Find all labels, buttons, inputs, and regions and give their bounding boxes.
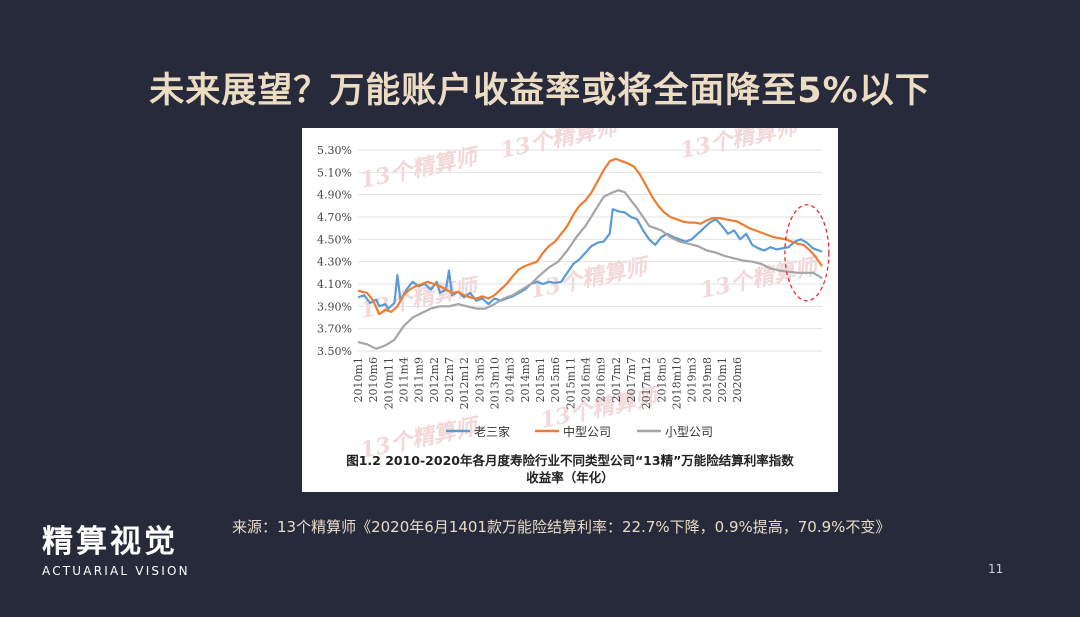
x-tick-label: 2019m8: [701, 357, 714, 402]
x-tick-label: 2012m12: [458, 357, 471, 409]
highlight-ellipse: [784, 204, 830, 302]
logo-en: ACTUARIAL VISION: [42, 564, 190, 578]
x-tick-label: 2018m10: [670, 357, 683, 409]
slide-title: 未来展望？万能账户收益率或将全面降至5%以下: [149, 71, 931, 111]
x-tick-label: 2012m2: [428, 357, 441, 402]
x-tick-label: 2017m7: [625, 357, 638, 402]
chart-card: 13个精算师 13个精算师 13个精算师 13个精算师 13个精算师 13个精算师 13个精…: [302, 128, 838, 492]
x-tick-label: 2013m5: [473, 357, 486, 402]
x-tick-label: 2015m11: [564, 357, 577, 409]
y-tick-label: 5.10%: [317, 166, 352, 179]
y-tick-label: 4.10%: [317, 278, 352, 291]
watermark-1: 13个精算师: [498, 128, 623, 164]
x-tick-label: 2016m9: [595, 357, 608, 402]
source-note: 来源：13个精算师《2020年6月1401款万能险结算利率：22.7%下降，0.…: [232, 518, 891, 536]
x-tick-label: 2014m3: [504, 357, 517, 402]
page-number: 11: [988, 562, 1004, 576]
x-tick-label: 2017m2: [610, 357, 623, 402]
watermark-2: 13个精算师: [678, 128, 803, 164]
x-tick-label: 2017m12: [640, 357, 653, 409]
x-tick-label: 2020m1: [716, 357, 729, 402]
x-tick-label: 2011m9: [413, 357, 426, 402]
y-tick-label: 3.50%: [317, 345, 352, 358]
x-tick-label: 2020m6: [731, 357, 744, 402]
chart-caption-line2: 收益率（年化）: [526, 470, 614, 485]
series-line-1: [357, 208, 823, 310]
y-tick-label: 4.30%: [317, 256, 352, 269]
legend-label: 老三家: [474, 424, 510, 439]
y-tick-label: 3.70%: [317, 323, 352, 336]
x-tick-label: 2015m6: [549, 357, 562, 402]
x-tick-label: 2012m7: [443, 357, 456, 402]
x-tick-label: 2016m4: [579, 357, 592, 402]
logo-cn: 精算视觉: [42, 524, 178, 560]
x-tick-label: 2019m3: [686, 357, 699, 402]
series-line-2: [357, 157, 823, 316]
x-tick-label: 2010m11: [382, 357, 395, 409]
y-tick-label: 3.90%: [317, 300, 352, 313]
x-tick-label: 2018m5: [655, 357, 668, 402]
y-tick-label: 5.30%: [317, 144, 352, 157]
logo: 精算视觉 ACTUARIAL VISION: [42, 524, 212, 578]
chart-caption-line1: 图1.2 2010-2020年各月度寿险行业不同类型公司“13精”万能险结算利率…: [346, 453, 794, 468]
x-tick-label: 2010m1: [352, 357, 365, 402]
x-tick-label: 2011m4: [397, 357, 410, 402]
legend-label: 小型公司: [665, 425, 713, 439]
x-tick-label: 2015m1: [534, 357, 547, 402]
watermark-0: 13个精算师: [358, 143, 483, 194]
series-line-3: [357, 189, 823, 350]
x-tick-label: 2013m10: [488, 357, 501, 409]
x-tick-label: 2010m6: [367, 357, 380, 402]
watermark-4: 13个精算师: [528, 253, 653, 304]
y-tick-label: 4.70%: [317, 211, 352, 224]
y-tick-label: 4.50%: [317, 233, 352, 246]
y-tick-label: 4.90%: [317, 189, 352, 202]
watermark-5: 13个精算师: [698, 253, 823, 304]
x-tick-label: 2014m8: [519, 357, 532, 402]
legend-label: 中型公司: [563, 424, 611, 439]
